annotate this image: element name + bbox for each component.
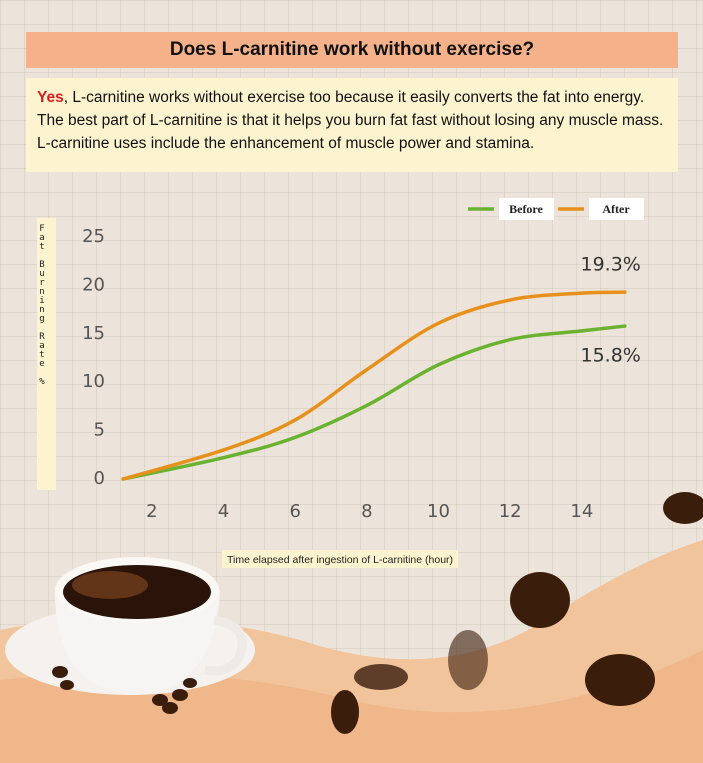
cup-handle: [204, 615, 247, 676]
line: [121, 290, 627, 481]
intro-body: , L-carnitine works without exercise too…: [37, 89, 664, 152]
beans: [52, 492, 703, 734]
y-tick-label: 15: [82, 323, 105, 344]
value-label: 15.8%: [580, 345, 640, 367]
x-tick-label: 2: [146, 501, 157, 522]
intro-text: Yes, L-carnitine works without exercise …: [26, 78, 678, 172]
y-axis-label: Fat Burning Rate %: [37, 218, 56, 490]
legend-box: [589, 198, 644, 220]
y-tick-label: 5: [94, 420, 105, 441]
intro-lead: Yes: [37, 89, 64, 106]
x-tick-label: 12: [499, 501, 522, 522]
title: Does L-carnitine work without exercise?: [26, 32, 678, 68]
y-tick-label: 25: [82, 226, 105, 247]
legend-box: [499, 198, 554, 220]
x-axis-label: Time elapsed after ingestion of L-carnit…: [222, 550, 458, 568]
line: [121, 324, 627, 481]
y-tick-label: 0: [94, 468, 105, 489]
x-tick-label: 4: [218, 501, 229, 522]
y-tick-label: 10: [82, 371, 105, 392]
x-tick-label: 10: [427, 501, 450, 522]
value-label: 19.3%: [580, 254, 640, 276]
crema: [72, 571, 148, 599]
y-tick-label: 20: [82, 274, 105, 295]
legend-label: After: [602, 202, 630, 216]
x-tick-label: 6: [289, 501, 300, 522]
legend-label: Before: [509, 202, 543, 216]
x-tick-label: 8: [361, 501, 372, 522]
x-tick-label: 14: [570, 501, 593, 522]
